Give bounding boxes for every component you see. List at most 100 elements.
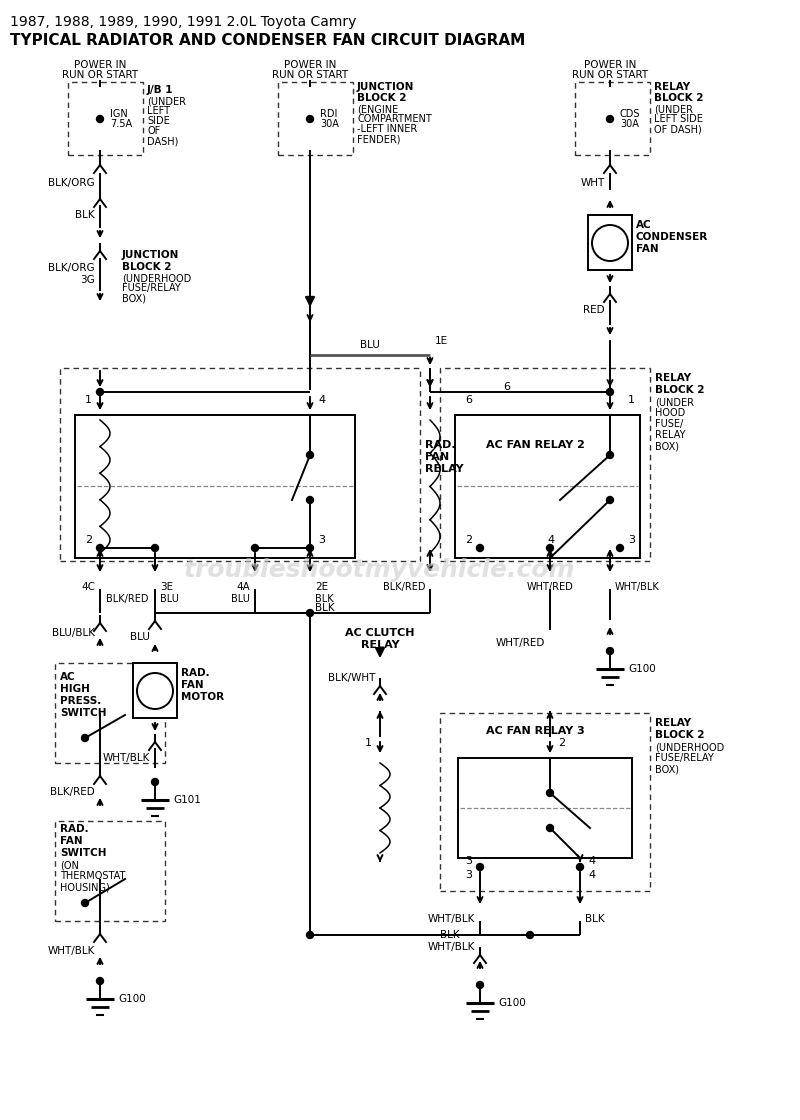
Text: 6: 6 (465, 395, 472, 405)
Circle shape (526, 932, 534, 939)
Text: J/B 1: J/B 1 (147, 85, 174, 95)
Text: HOUSING): HOUSING) (60, 883, 110, 892)
Text: BLK: BLK (440, 930, 460, 940)
Text: BLOCK 2: BLOCK 2 (122, 262, 171, 272)
Text: 2: 2 (558, 738, 565, 748)
Text: 1E: 1E (435, 336, 448, 346)
Text: FENDER): FENDER) (357, 134, 401, 144)
Text: 4: 4 (588, 870, 595, 880)
Text: WHT/RED: WHT/RED (496, 638, 545, 648)
Circle shape (306, 609, 314, 616)
Text: BLK: BLK (75, 211, 95, 220)
Bar (60, 368, 420, 561)
Text: 3: 3 (318, 535, 325, 545)
Text: FAN: FAN (60, 836, 82, 846)
Circle shape (477, 864, 483, 870)
Text: WHT/RED: WHT/RED (526, 582, 574, 592)
Text: SIDE: SIDE (147, 116, 170, 127)
Text: CONDENSER: CONDENSER (636, 232, 708, 242)
Text: BLK: BLK (315, 603, 334, 613)
Text: HOOD: HOOD (655, 408, 686, 418)
Text: BLK/RED: BLK/RED (106, 594, 148, 604)
Circle shape (97, 389, 103, 395)
Text: RAD.: RAD. (60, 824, 89, 834)
Text: HIGH: HIGH (60, 684, 90, 694)
Text: 4: 4 (548, 535, 555, 545)
Text: 6: 6 (503, 382, 510, 392)
Text: (UNDERHOOD: (UNDERHOOD (655, 743, 724, 752)
Bar (455, 416, 640, 558)
Text: BLOCK 2: BLOCK 2 (655, 385, 705, 395)
Text: SWITCH: SWITCH (60, 848, 106, 858)
Text: BLU: BLU (231, 594, 250, 604)
Circle shape (577, 864, 583, 870)
Bar (133, 663, 177, 718)
Text: 1: 1 (365, 738, 372, 748)
Circle shape (97, 115, 103, 122)
Text: FUSE/: FUSE/ (655, 419, 683, 429)
Bar (588, 215, 632, 270)
Circle shape (546, 544, 554, 551)
Text: RUN OR START: RUN OR START (272, 71, 348, 80)
Text: RUN OR START: RUN OR START (572, 71, 648, 80)
Text: BOX): BOX) (655, 441, 679, 451)
Text: RELAY: RELAY (654, 82, 690, 92)
Text: (UNDER: (UNDER (654, 104, 693, 114)
Circle shape (97, 978, 103, 984)
Circle shape (151, 778, 158, 785)
Circle shape (82, 899, 89, 906)
Circle shape (137, 673, 173, 709)
Text: POWER IN: POWER IN (284, 60, 336, 71)
Circle shape (151, 544, 158, 551)
Bar (575, 82, 650, 155)
Circle shape (606, 389, 614, 395)
Bar (440, 713, 650, 892)
Text: BLU: BLU (130, 632, 150, 642)
Circle shape (546, 824, 554, 831)
Text: BLK/RED: BLK/RED (50, 787, 95, 797)
Text: BLOCK 2: BLOCK 2 (357, 93, 406, 103)
Bar (55, 821, 165, 921)
Text: SWITCH: SWITCH (60, 708, 106, 718)
Bar (55, 663, 165, 763)
Text: BLU/BLK: BLU/BLK (52, 628, 95, 638)
Text: M: M (602, 235, 618, 251)
Circle shape (606, 496, 614, 504)
Text: FAN: FAN (425, 452, 449, 463)
Text: 7.5A: 7.5A (110, 119, 132, 129)
Text: BOX): BOX) (655, 764, 679, 774)
Text: PRESS.: PRESS. (60, 696, 102, 706)
Text: RED: RED (583, 305, 605, 315)
Text: BLK/ORG: BLK/ORG (48, 263, 95, 273)
Text: 4C: 4C (81, 582, 95, 592)
Text: BLK: BLK (585, 914, 605, 924)
Bar (75, 416, 355, 558)
Text: JUNCTION: JUNCTION (357, 82, 414, 92)
Circle shape (606, 451, 614, 458)
Bar (440, 368, 650, 561)
Text: RELAY: RELAY (655, 373, 691, 383)
Text: 2: 2 (465, 535, 472, 545)
Text: 3G: 3G (80, 276, 95, 284)
Circle shape (477, 981, 483, 989)
Text: RUN OR START: RUN OR START (62, 71, 138, 80)
Text: -LEFT INNER: -LEFT INNER (357, 124, 418, 134)
Text: BLU: BLU (160, 594, 179, 604)
Text: 4A: 4A (236, 582, 250, 592)
Text: RELAY: RELAY (425, 464, 464, 474)
Text: WHT/BLK: WHT/BLK (102, 753, 150, 763)
Text: (UNDER: (UNDER (655, 396, 694, 407)
Text: RELAY: RELAY (655, 430, 686, 440)
Circle shape (617, 544, 623, 551)
Text: BOX): BOX) (122, 293, 146, 304)
Text: FAN: FAN (636, 244, 658, 254)
Text: OF: OF (147, 127, 160, 136)
Bar (278, 82, 353, 155)
Bar (458, 758, 632, 858)
Text: IGN: IGN (110, 109, 128, 119)
Text: RAD.: RAD. (425, 440, 456, 450)
Text: WHT/BLK: WHT/BLK (615, 582, 660, 592)
Circle shape (306, 451, 314, 458)
Text: RDI: RDI (320, 109, 338, 119)
Text: POWER IN: POWER IN (584, 60, 636, 71)
